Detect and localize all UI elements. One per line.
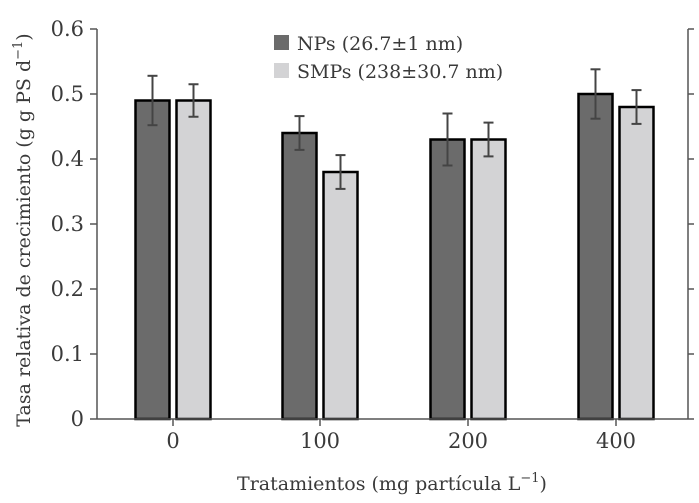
bar-smps bbox=[322, 170, 359, 421]
x-tick-label: 200 bbox=[448, 429, 488, 453]
bar-smps bbox=[618, 105, 655, 421]
y-axis-title: Tasa relativa de crecimiento (g g PS d−1… bbox=[11, 33, 35, 426]
bar-nps bbox=[429, 138, 466, 421]
bar-nps bbox=[281, 131, 318, 421]
y-tick-label: 0.6 bbox=[51, 17, 84, 41]
bar-smps bbox=[470, 138, 507, 421]
y-tick-label: 0.1 bbox=[51, 342, 84, 366]
x-tick-label: 100 bbox=[300, 429, 340, 453]
bar-nps bbox=[577, 92, 614, 421]
x-tick-label: 0 bbox=[166, 429, 179, 453]
legend-label: NPs (26.7±1 nm) bbox=[297, 33, 463, 55]
legend-swatch bbox=[274, 35, 289, 50]
legend-swatch bbox=[274, 63, 289, 78]
y-tick-label: 0.2 bbox=[51, 277, 84, 301]
y-tick-label: 0 bbox=[71, 407, 84, 431]
y-tick-label: 0.5 bbox=[51, 82, 84, 106]
x-tick-label: 400 bbox=[596, 429, 636, 453]
bar-smps bbox=[175, 99, 212, 421]
legend-label: SMPs (238±30.7 nm) bbox=[297, 61, 503, 83]
x-axis-title: Tratamientos (mg partícula L−1) bbox=[237, 471, 547, 495]
y-tick-label: 0.3 bbox=[51, 212, 84, 236]
bar-nps bbox=[134, 99, 171, 421]
y-tick-label: 0.4 bbox=[51, 147, 84, 171]
